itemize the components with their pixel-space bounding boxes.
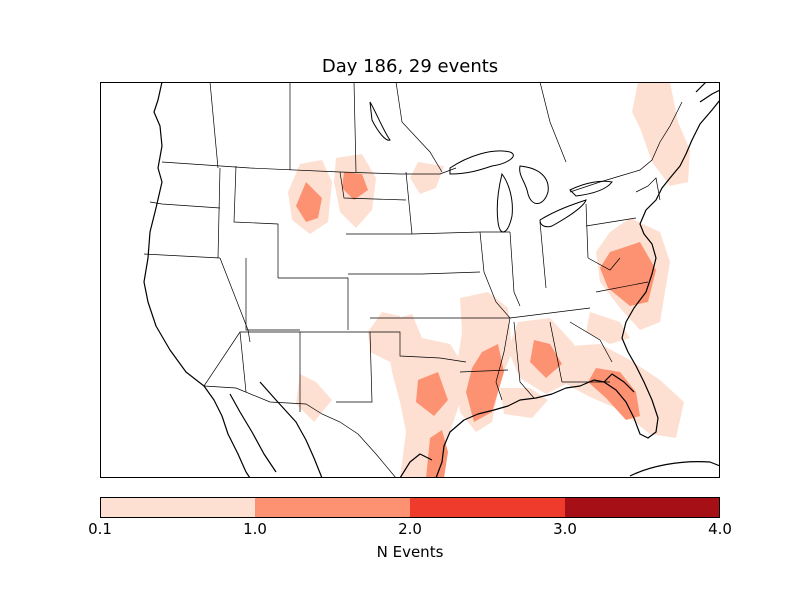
state-ny-pa bbox=[585, 217, 637, 227]
state-nc-va bbox=[595, 281, 649, 293]
colorbar-tick-3: 3.0 bbox=[553, 520, 577, 538]
colorbar bbox=[100, 497, 720, 518]
state-nm-tx bbox=[300, 331, 373, 403]
province-line-3 bbox=[353, 82, 357, 173]
state-ut-co bbox=[245, 258, 300, 331]
event-area-mid-carolina bbox=[600, 242, 656, 306]
colorbar-bin-2 bbox=[410, 497, 565, 518]
state-wy-co bbox=[278, 277, 349, 330]
lake-erie bbox=[539, 199, 587, 228]
lake-michigan bbox=[496, 172, 513, 233]
canada-border-east bbox=[569, 101, 683, 193]
event-area-mid-montana bbox=[296, 182, 322, 222]
cuba bbox=[629, 461, 720, 477]
map-title: Day 186, 29 events bbox=[321, 56, 499, 77]
colorbar-tick-0: 0.1 bbox=[88, 520, 112, 538]
state-al-ga bbox=[549, 321, 563, 383]
colorbar-svg bbox=[100, 497, 720, 518]
gulf-coast bbox=[435, 99, 720, 478]
colorbar-border bbox=[100, 497, 720, 518]
mexico-west bbox=[259, 381, 323, 478]
colorbar-bin-1 bbox=[255, 497, 410, 518]
state-id-mt bbox=[217, 167, 221, 259]
event-area-mid-texas bbox=[416, 372, 448, 416]
event-area-virginia bbox=[586, 312, 630, 344]
mexico-border bbox=[203, 385, 397, 478]
state-tn-ms-al bbox=[513, 321, 535, 399]
state-wa-or bbox=[149, 201, 221, 209]
province-line-4 bbox=[395, 82, 443, 173]
political-borders bbox=[143, 82, 683, 478]
pacific-coast bbox=[143, 82, 247, 473]
state-va-wv bbox=[587, 257, 621, 271]
gulf-of-california bbox=[229, 393, 277, 473]
state-nv-ut bbox=[219, 257, 251, 343]
province-line-1 bbox=[209, 82, 219, 169]
newfoundland-coast bbox=[699, 89, 720, 103]
event-area-mid-mississippi bbox=[466, 344, 504, 422]
state-in-oh bbox=[539, 221, 547, 289]
state-oh-pa bbox=[585, 203, 589, 259]
event-area-mid-dakota bbox=[342, 172, 368, 200]
state-new-england bbox=[635, 177, 661, 201]
state-ca-az bbox=[203, 331, 301, 412]
event-area-minnesota bbox=[410, 162, 444, 194]
province-line-5 bbox=[539, 82, 567, 163]
state-mt-wy bbox=[233, 165, 279, 278]
map-frame bbox=[100, 82, 720, 478]
event-area-louisiana bbox=[500, 388, 548, 418]
state-ga-sc bbox=[569, 321, 613, 363]
colorbar-label: N Events bbox=[376, 543, 444, 561]
colorbar-tick-4: 4.0 bbox=[708, 520, 732, 538]
colorbar-tick-1: 1.0 bbox=[243, 520, 267, 538]
event-areas-mid bbox=[296, 172, 656, 478]
lake-superior bbox=[449, 150, 514, 175]
state-il-in bbox=[509, 231, 521, 307]
lake-ontario bbox=[569, 180, 613, 197]
canada-border bbox=[161, 161, 457, 175]
event-area-new-mexico bbox=[296, 374, 332, 422]
state-ar-la bbox=[459, 369, 509, 373]
coastlines bbox=[143, 82, 720, 478]
florida-outline bbox=[603, 373, 635, 393]
map-border bbox=[100, 82, 720, 478]
state-ok-tx bbox=[370, 331, 467, 363]
nova-scotia bbox=[695, 82, 707, 93]
colorbar-tick-2: 2.0 bbox=[398, 520, 422, 538]
mexico-east-coast bbox=[399, 453, 433, 478]
state-nd-sd bbox=[339, 171, 407, 201]
great-lakes bbox=[369, 101, 613, 233]
colorbar-bin-0 bbox=[100, 497, 255, 518]
lake-huron bbox=[519, 165, 549, 204]
state-az-nm bbox=[239, 331, 247, 393]
state-mn-ia bbox=[405, 171, 481, 235]
state-ky-tn bbox=[509, 307, 591, 319]
lake-winnipeg bbox=[369, 101, 391, 141]
event-area-mid-south-texas bbox=[426, 430, 448, 478]
map-canvas bbox=[100, 82, 720, 478]
state-or-ca bbox=[143, 253, 221, 259]
event-area-mid-alabama bbox=[530, 340, 562, 378]
colorbar-bin-3 bbox=[565, 497, 720, 518]
event-area-new-england bbox=[632, 82, 690, 186]
state-ia-mo bbox=[421, 271, 481, 275]
